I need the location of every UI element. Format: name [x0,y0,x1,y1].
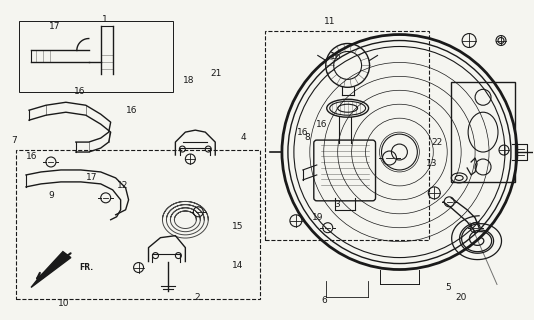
Text: 16: 16 [125,106,137,115]
Text: 1: 1 [102,15,108,24]
Bar [16,150,260,300]
Text: 2: 2 [194,292,200,301]
Text: 22: 22 [431,138,443,147]
Text: 10: 10 [58,299,69,308]
Polygon shape [31,252,71,287]
Bar [19,20,174,92]
Text: 4: 4 [240,133,246,142]
Text: FR.: FR. [79,263,93,272]
Text: 20: 20 [456,292,467,301]
Text: 18: 18 [183,76,194,85]
Bar [265,31,429,240]
Text: 21: 21 [211,69,222,78]
Text: 16: 16 [331,52,342,61]
Text: 8: 8 [304,133,310,142]
Text: 6: 6 [321,296,327,305]
Text: 16: 16 [316,120,327,130]
Text: 12: 12 [117,181,128,190]
Text: 5: 5 [445,283,451,292]
Text: 19: 19 [312,213,324,222]
Text: 7: 7 [12,136,17,145]
Text: 14: 14 [232,261,244,270]
Text: 16: 16 [74,87,85,96]
Text: 16: 16 [297,128,309,137]
Text: 15: 15 [232,222,244,231]
Text: 3: 3 [334,200,340,209]
Text: 11: 11 [324,17,335,26]
Text: 9: 9 [49,190,54,200]
Bar [451,82,515,182]
Text: 16: 16 [26,152,38,161]
Text: 17: 17 [49,22,60,31]
Text: 13: 13 [426,159,437,168]
Text: 17: 17 [86,173,97,182]
